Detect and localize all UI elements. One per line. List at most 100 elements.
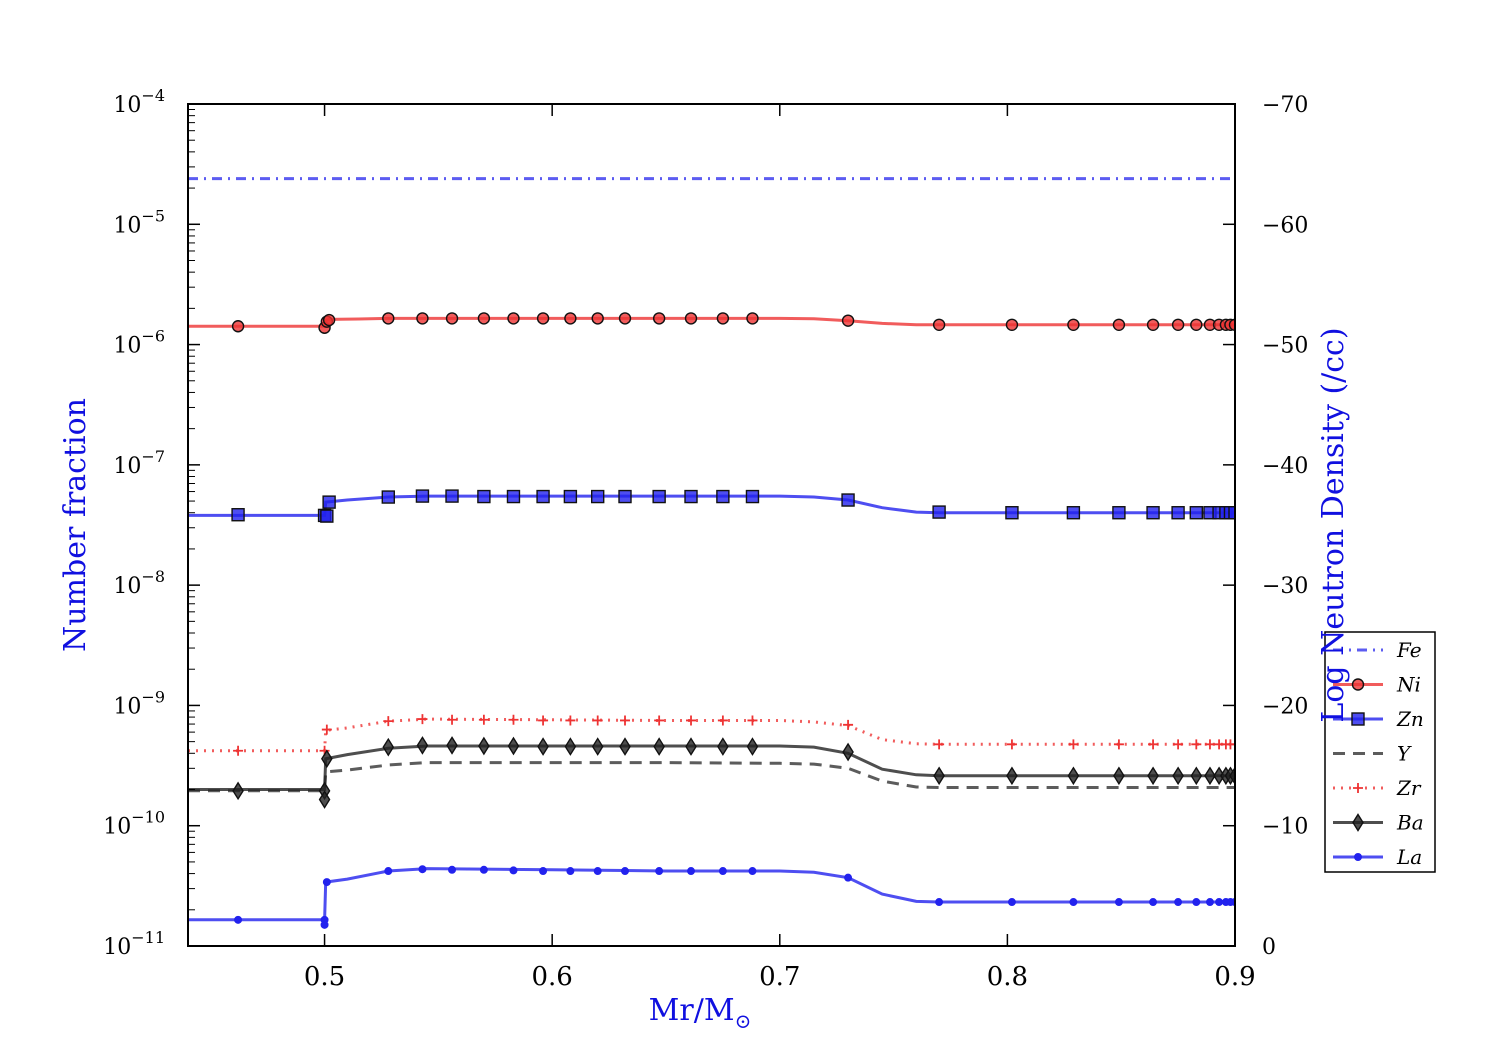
- marker-zr: [565, 715, 576, 726]
- marker-ni: [507, 312, 520, 325]
- marker-ni: [477, 312, 491, 325]
- legend-marker-ni: [1351, 678, 1365, 691]
- marker-zr: [1148, 739, 1159, 750]
- marker-zr: [1173, 739, 1184, 750]
- marker-ni: [932, 318, 946, 332]
- marker-zr: [1230, 739, 1235, 750]
- y2-tick-label: −20: [1262, 694, 1308, 719]
- plot-frame: [187, 103, 1236, 947]
- y-tick-base: 10: [113, 574, 141, 599]
- marker-ni: [322, 313, 336, 327]
- marker-la: [1174, 898, 1183, 907]
- marker-ba: [842, 742, 854, 762]
- series-ba: [188, 736, 1235, 809]
- y2-tick-label: −50: [1262, 334, 1308, 359]
- marker-la: [1007, 898, 1016, 907]
- marker-la: [1149, 898, 1158, 907]
- y-axis-title: Number fraction: [58, 398, 93, 652]
- marker-zn: [320, 509, 334, 523]
- y-tick-label: 10−7: [113, 447, 165, 479]
- marker-ba: [1229, 766, 1235, 786]
- marker-zn: [684, 489, 698, 504]
- marker-la: [566, 867, 575, 876]
- marker-zn: [1005, 506, 1019, 520]
- marker-zn: [536, 489, 550, 504]
- marker-zr: [934, 739, 945, 750]
- marker-zr: [1068, 739, 1079, 750]
- y-tick-label: 10−9: [113, 687, 165, 719]
- y-tick-base: 10: [113, 694, 141, 719]
- marker-zr: [592, 715, 603, 726]
- marker-ni: [591, 312, 604, 325]
- marker-ba: [653, 737, 665, 756]
- series-line-y: [188, 761, 1235, 793]
- marker-ba: [318, 790, 331, 809]
- marker-zn: [1066, 506, 1081, 520]
- marker-zr: [417, 714, 428, 725]
- marker-ba: [1067, 766, 1080, 786]
- legend-label-zr: Zr: [1396, 776, 1422, 800]
- marker-ni: [416, 312, 429, 325]
- legend-marker-zn: [1351, 712, 1365, 726]
- y-tick-label: 10−5: [113, 206, 165, 238]
- marker-ni: [746, 312, 759, 325]
- y2-tick-label: −10: [1262, 815, 1308, 840]
- legend-label-y: Y: [1397, 742, 1412, 766]
- legend-item-fe: Fe: [1333, 638, 1422, 662]
- marker-ba: [591, 737, 604, 756]
- marker-zr: [478, 714, 489, 725]
- marker-la: [320, 920, 329, 929]
- x-tick-label: 0.6: [531, 962, 572, 992]
- marker-zr: [717, 715, 728, 726]
- marker-la: [621, 867, 630, 876]
- marker-zn: [381, 490, 395, 504]
- marker-la: [234, 915, 243, 924]
- marker-la: [935, 898, 944, 907]
- y-tick-exponent: −4: [141, 86, 165, 105]
- legend-item-ba: Ba: [1333, 811, 1424, 835]
- marker-ni: [564, 312, 577, 325]
- marker-la: [1205, 898, 1214, 907]
- marker-zr: [1006, 739, 1017, 750]
- marker-la: [509, 866, 518, 875]
- marker-ba: [382, 737, 395, 757]
- y2-tick-label: 0: [1262, 935, 1276, 960]
- legend-label-ba: Ba: [1396, 811, 1424, 835]
- series-ni: [188, 312, 1235, 334]
- marker-zr: [538, 715, 549, 726]
- y-tick-base: 10: [113, 454, 141, 479]
- marker-la: [687, 867, 696, 876]
- marker-zn: [1189, 506, 1204, 520]
- y-tick-label: 10−11: [103, 928, 165, 960]
- marker-ni: [1190, 318, 1203, 332]
- legend-label-ni: Ni: [1396, 673, 1421, 697]
- marker-ni: [684, 312, 698, 325]
- y2-axis-title: Log Neutron Density (/cc): [1316, 327, 1351, 722]
- marker-ba: [746, 737, 759, 756]
- marker-la: [1069, 898, 1078, 907]
- marker-zr: [447, 714, 458, 725]
- marker-la: [748, 867, 757, 876]
- y-tick-exponent: −10: [131, 808, 165, 827]
- marker-la: [418, 865, 427, 874]
- legend-marker-zr: [1353, 783, 1363, 793]
- x-axis-title: Mr/M⊙: [649, 993, 752, 1033]
- marker-zn: [1171, 506, 1185, 520]
- marker-zr: [654, 715, 665, 726]
- marker-zn: [1146, 506, 1160, 520]
- legend-item-la: La: [1333, 845, 1422, 869]
- marker-zr: [233, 745, 244, 756]
- marker-ni: [445, 312, 459, 325]
- marker-zn: [841, 493, 855, 507]
- x-tick-label: 0.5: [304, 962, 345, 992]
- series-line-ba: [188, 744, 1235, 791]
- y-tick-base: 10: [103, 935, 131, 960]
- marker-ni: [652, 312, 666, 325]
- y2-tick-label: −60: [1262, 213, 1308, 238]
- marker-la: [593, 867, 602, 876]
- marker-ni: [716, 312, 730, 325]
- marker-ba: [1113, 766, 1125, 786]
- y-tick-label: 10−6: [113, 327, 165, 359]
- marker-ba: [619, 737, 631, 756]
- marker-ba: [685, 737, 697, 756]
